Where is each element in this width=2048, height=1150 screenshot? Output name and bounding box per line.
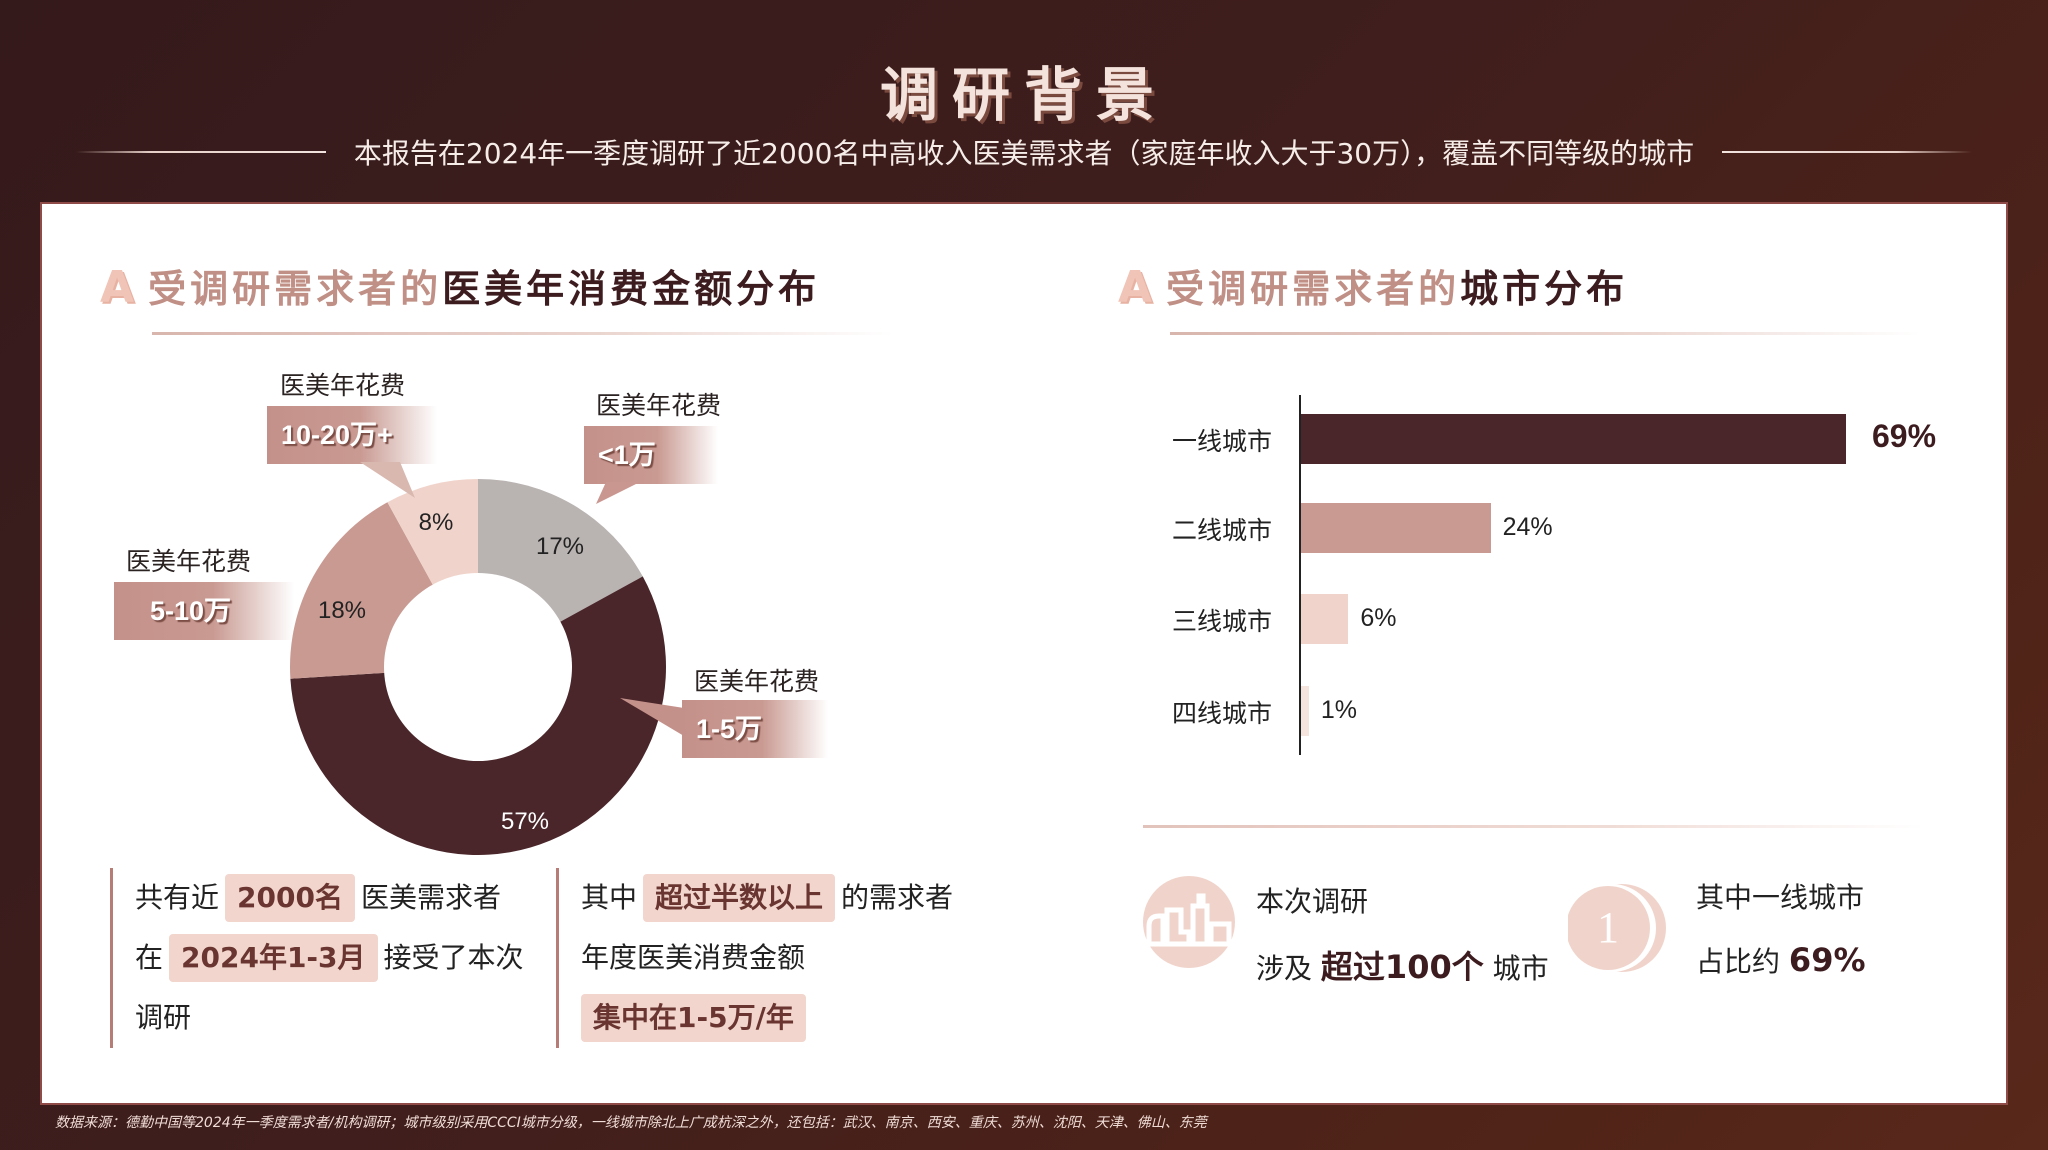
callout-caption-1to5: 医美年花费 [694,667,820,696]
callout-lt1: <1万 [584,426,718,484]
highlight-2000: 2000名 [225,874,355,922]
callout-caption-10to20: 医美年花费 [280,371,406,400]
bar-value-label: 1% [1320,696,1358,724]
subtitle-divider-right [1722,151,1973,153]
section-marker-icon: A [100,262,139,313]
summary-participants: 共有近 2000名 医美需求者 在 2024年1-3月 接受了本次 调研 [110,868,524,1048]
stat-tier1-line2: 占比约 69% [1696,941,1866,979]
bar-category-label: 一线城市 [1172,427,1273,456]
callout-tail-1to5 [620,698,684,736]
bar [1301,686,1309,736]
bar-category-label: 四线城市 [1172,699,1273,728]
right-title-strong: 城市分布 [1460,267,1629,311]
summary-line-2: 年度医美消费金额 [581,941,806,974]
callout-10to20: 10-20万+ [267,406,437,464]
donut-hole [384,573,572,761]
left-title-strong: 医美年消费金额分布 [442,267,821,311]
summary-line-1: 共有近 2000名 医美需求者 [135,868,524,928]
bar [1301,503,1491,553]
highlight-date: 2024年1-3月 [169,934,378,982]
highlight-range: 集中在1-5万/年 [581,994,806,1042]
stat-survey-line1: 本次调研 [1256,885,1369,918]
callout-caption-lt1: 医美年花费 [596,391,722,420]
donut-label-10to20: 8% [418,509,454,536]
callout-5to10: 5-10万 [114,582,294,640]
bar-chart-axis [1299,395,1301,755]
bar-category-label: 二线城市 [1172,516,1273,545]
callout-1to5: 1-5万 [682,700,828,758]
stat-survey-highlight: 超过100个 [1320,948,1484,986]
svg-text:1: 1 [1597,903,1619,952]
donut-label-1to5: 57% [500,808,550,835]
data-source-note: 数据来源：德勤中国等2024年一季度需求者/机构调研；城市级别采用CCCI城市分… [55,1115,1207,1131]
callout-caption-5to10: 医美年花费 [126,547,252,576]
number-one-coin-icon: 1 [1568,884,1666,972]
highlight-majority: 超过半数以上 [643,874,836,922]
page-title: 调研背景 [879,61,1168,129]
left-title-muted: 受调研需求者的 [148,267,443,311]
stat-survey-line2: 涉及 超过100个 城市 [1256,948,1549,986]
left-section-title: A 受调研需求者的医美年消费金额分布 [100,258,820,313]
donut-label-lt1: 17% [535,533,585,560]
stat-tier1-line1: 其中一线城市 [1696,881,1865,914]
bar [1301,594,1349,644]
bar-value-label: 69% [1872,418,1937,454]
bar-value-label: 24% [1502,513,1553,541]
right-section-title: A 受调研需求者的城市分布 [1118,258,1628,313]
bar-category-label: 三线城市 [1172,607,1273,636]
right-title-muted: 受调研需求者的 [1166,267,1461,311]
callout-tail-lt1 [596,482,640,504]
subtitle: 本报告在2024年一季度调研了近2000名中高收入医美需求者（家庭年收入大于30… [353,137,1695,170]
summary-line-3: 集中在1-5万/年 [581,988,953,1048]
bar [1301,414,1846,464]
right-section-divider [1143,825,1923,828]
summary-line-2: 在 2024年1-3月 接受了本次 [135,928,524,988]
subtitle-row: 本报告在2024年一季度调研了近2000名中高收入医美需求者（家庭年收入大于30… [0,130,2048,174]
city-skyline-icon [1143,876,1235,968]
stat-tier1-highlight: 69% [1788,941,1866,979]
summary-line-3: 调研 [135,1001,192,1034]
donut-svg [290,479,666,855]
summary-line-1: 其中 超过半数以上 的需求者 [581,868,953,928]
callout-tail-10to20 [360,462,415,498]
summary-spending: 其中 超过半数以上 的需求者 年度医美消费金额 集中在1-5万/年 [556,868,953,1048]
right-title-underline [1170,332,1920,335]
spending-donut-chart: 17% 57% 18% 8% [290,479,666,855]
section-marker-icon: A [1118,262,1157,313]
donut-label-5to10: 18% [317,597,367,624]
bar-value-label: 6% [1360,604,1397,632]
left-title-underline [152,332,892,335]
subtitle-divider-left [75,151,326,153]
